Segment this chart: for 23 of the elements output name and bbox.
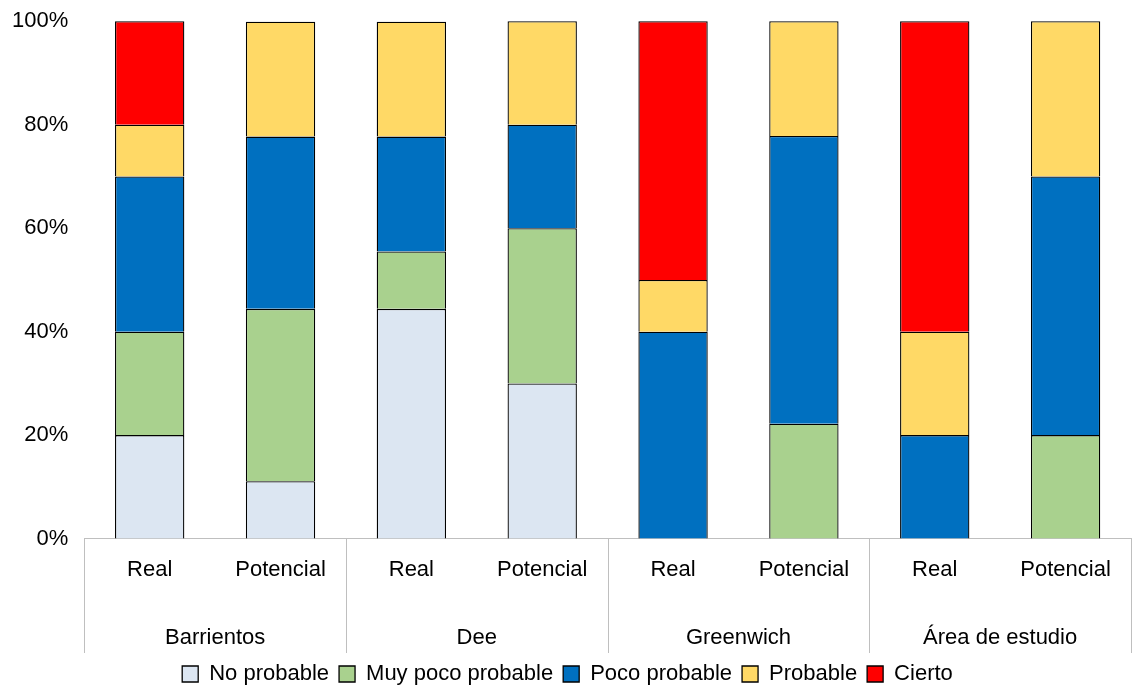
legend-label: Muy poco probable: [366, 660, 554, 686]
legend-label: Poco probable: [590, 660, 733, 686]
x-tick-label: Real: [650, 555, 696, 581]
text: Barrientos: [164, 624, 266, 650]
x-tick-label: Potencial: [496, 555, 588, 581]
x-tick-label: Real: [127, 555, 173, 581]
legend-label: Cierto: [894, 660, 953, 686]
text: Greenwich: [685, 624, 792, 650]
x-tick-label: Potencial: [758, 555, 850, 581]
x-tick-label: Real: [388, 555, 434, 581]
x-tick-label: Real: [912, 555, 958, 581]
y-tick-label: 40%: [24, 317, 69, 343]
x-tick-label: Potencial: [1020, 555, 1111, 581]
y-tick-label: 80%: [24, 110, 69, 136]
y-tick-label: 0%: [36, 524, 69, 550]
legend-label: Probable: [769, 660, 858, 686]
y-tick-label: 60%: [24, 214, 69, 240]
y-tick-label: 20%: [24, 421, 69, 447]
x-tick-label: Potencial: [235, 555, 326, 581]
y-tick-label: 100%: [11, 7, 69, 33]
legend-label: No probable: [209, 660, 330, 686]
text: Dee: [456, 624, 497, 650]
text: Área de estudio: [923, 624, 1078, 650]
